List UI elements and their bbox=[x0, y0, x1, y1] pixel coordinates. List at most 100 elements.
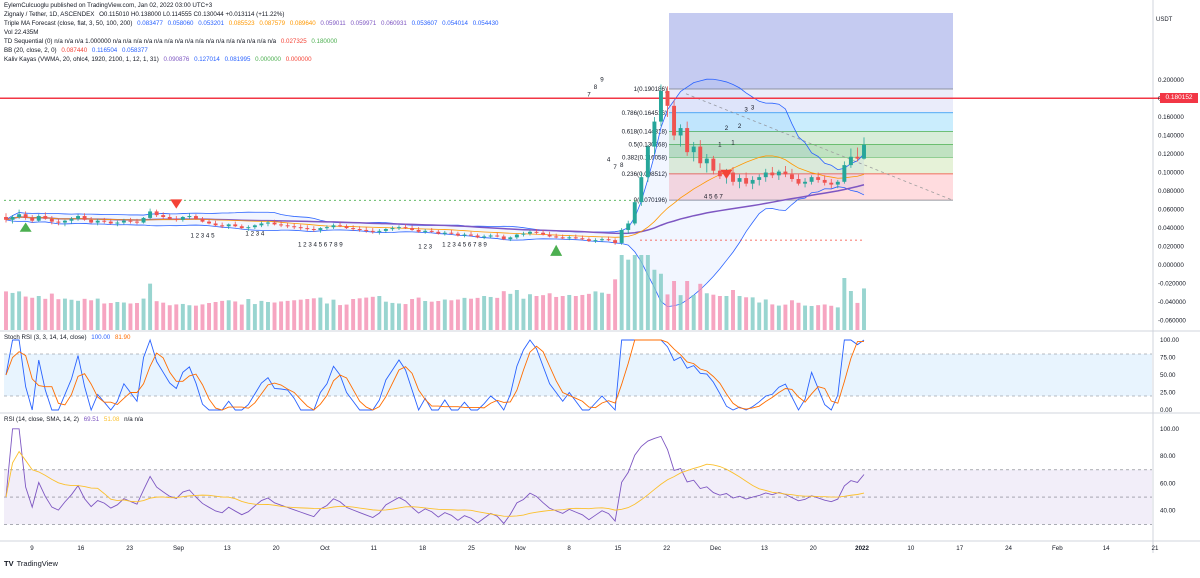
volume-bar bbox=[108, 303, 113, 330]
volume-bar bbox=[49, 293, 54, 330]
candle-body bbox=[848, 156, 853, 166]
candle-body bbox=[370, 230, 375, 232]
volume-bar bbox=[187, 305, 192, 330]
price-axis-label: 0.000000 bbox=[1158, 262, 1184, 269]
volume-bar bbox=[606, 293, 611, 330]
candle-body bbox=[62, 220, 67, 223]
candle-body bbox=[554, 236, 559, 238]
volume-bar bbox=[462, 297, 467, 330]
stoch-rsi-header[interactable]: Stoch RSI (3, 3, 14, 14, close) 100.00 8… bbox=[4, 334, 133, 342]
price-axis-label: 0.140000 bbox=[1158, 132, 1184, 139]
tradingview-logo[interactable]: TV TradingView bbox=[4, 559, 58, 568]
indicator-triple-ma[interactable]: Triple MA Forecast (close, flat, 3, 50, … bbox=[4, 20, 502, 28]
volume-bar bbox=[645, 255, 650, 330]
volume-bar bbox=[95, 298, 100, 330]
indicator-kaliv[interactable]: Kaliv Kayas (VWMA, 20, ohlc4, 1920, 2100… bbox=[4, 56, 315, 64]
time-axis-label: 2022 bbox=[855, 545, 869, 552]
indicator-td-sequential[interactable]: TD Sequential (0) n/a n/a n/a 1.000000 n… bbox=[4, 38, 340, 46]
price-axis-label: 0.160000 bbox=[1158, 114, 1184, 121]
indicator-volume[interactable]: Vol 22.435M bbox=[4, 29, 41, 37]
candle-body bbox=[731, 172, 735, 182]
candle-body bbox=[600, 239, 604, 241]
indicator-value: 0.087440 bbox=[61, 47, 88, 54]
candle-body bbox=[56, 221, 61, 223]
volume-bar bbox=[514, 290, 519, 330]
symbol-title[interactable]: Zignaly / Tether, 1D, ASCENDEX bbox=[4, 11, 95, 18]
volume-bar bbox=[279, 301, 284, 330]
time-axis-label: 13 bbox=[224, 545, 231, 552]
candle-body bbox=[770, 172, 775, 176]
volume-bar bbox=[416, 297, 421, 330]
td-count-label: 2 bbox=[738, 123, 742, 130]
rsi-ma-line bbox=[5, 450, 865, 517]
currency-label[interactable]: USDT bbox=[1156, 17, 1173, 23]
candle-body bbox=[17, 214, 22, 217]
candle-body bbox=[351, 228, 356, 230]
candle-body bbox=[10, 216, 15, 220]
volume-bar bbox=[534, 296, 539, 330]
volume-bar bbox=[567, 294, 572, 330]
volume-bar bbox=[82, 298, 87, 330]
candle-body bbox=[364, 229, 369, 231]
volume-bar bbox=[311, 298, 316, 330]
time-axis-label: 10 bbox=[907, 545, 914, 552]
volume-bar bbox=[501, 291, 506, 330]
candle-body bbox=[115, 222, 120, 224]
volume-bar bbox=[364, 297, 369, 330]
volume-bar bbox=[835, 307, 840, 330]
volume-bar bbox=[829, 305, 834, 330]
indicator-bb[interactable]: BB (20, close, 2, 0) 0.087440 0.116504 0… bbox=[4, 47, 151, 55]
candle-body bbox=[501, 236, 506, 240]
candle-body bbox=[757, 177, 762, 180]
volume-bar bbox=[174, 304, 179, 330]
td-count-label: 1 2 3 4 5 6 7 8 9 bbox=[298, 242, 343, 249]
candle-body bbox=[357, 229, 362, 231]
volume-bar bbox=[180, 303, 185, 330]
candle-body bbox=[141, 217, 146, 223]
bb-fill bbox=[6, 79, 864, 307]
td-count-label: 8 bbox=[620, 162, 624, 169]
rsi-axis-label: 60.00 bbox=[1160, 480, 1176, 487]
symbol-line[interactable]: Zignaly / Tether, 1D, ASCENDEX O0.115010… bbox=[4, 11, 287, 19]
stoch-axis-label: 0.00 bbox=[1160, 407, 1173, 414]
candle-body bbox=[213, 223, 218, 226]
candle-body bbox=[652, 121, 657, 147]
candle-body bbox=[397, 227, 401, 229]
volume-bar bbox=[816, 305, 821, 330]
volume-bar bbox=[600, 292, 604, 330]
indicator-value: 0.054430 bbox=[472, 20, 499, 27]
price-axis-label: 0.040000 bbox=[1158, 225, 1184, 232]
volume-bar bbox=[554, 296, 559, 330]
volume-bar bbox=[390, 302, 395, 330]
candle-body bbox=[298, 227, 303, 229]
volume-bar bbox=[285, 300, 290, 330]
candle-body bbox=[180, 216, 185, 220]
volume-bar bbox=[848, 291, 853, 330]
time-axis-label: Sep bbox=[173, 545, 185, 552]
fib-zone bbox=[669, 88, 953, 113]
indicator-value: 0.180000 bbox=[311, 38, 338, 45]
candle-body bbox=[658, 91, 663, 122]
candle-body bbox=[49, 218, 54, 222]
volume-bar bbox=[678, 295, 683, 330]
td-count-label: 1 2 3 4 5 bbox=[190, 232, 215, 239]
candle-body bbox=[174, 218, 179, 220]
volume-bar bbox=[488, 296, 493, 330]
candle-body bbox=[586, 239, 591, 242]
volume-bar bbox=[757, 302, 762, 330]
candle-body bbox=[416, 229, 421, 232]
fib-extension-zone bbox=[669, 13, 953, 89]
volume-bar bbox=[586, 293, 591, 330]
rsi-header[interactable]: RSI (14, close, SMA, 14, 2) 69.51 51.08 … bbox=[4, 416, 146, 424]
indicator-value: 0.081995 bbox=[224, 56, 251, 63]
candle-body bbox=[220, 225, 225, 227]
volume-bar bbox=[508, 293, 513, 330]
volume-bar bbox=[691, 295, 696, 330]
indicator-name: RSI (14, close, SMA, 14, 2) bbox=[4, 416, 79, 423]
price-axis-label: 0.080000 bbox=[1158, 188, 1184, 195]
candle-body bbox=[541, 232, 546, 235]
volume-bar bbox=[809, 306, 814, 330]
indicator-name: BB (20, close, 2, 0) bbox=[4, 47, 57, 54]
volume-bar bbox=[331, 299, 336, 330]
